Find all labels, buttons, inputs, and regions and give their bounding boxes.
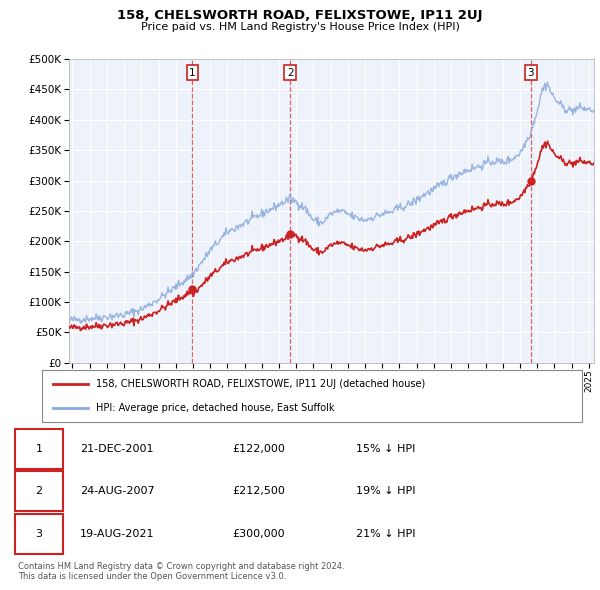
Text: 19-AUG-2021: 19-AUG-2021 [80, 529, 155, 539]
Text: £300,000: £300,000 [232, 529, 285, 539]
Text: 2: 2 [287, 68, 293, 78]
Text: 1: 1 [35, 444, 43, 454]
Text: 24-AUG-2007: 24-AUG-2007 [80, 486, 155, 496]
Text: Contains HM Land Registry data © Crown copyright and database right 2024.: Contains HM Land Registry data © Crown c… [18, 562, 344, 571]
Text: £212,500: £212,500 [232, 486, 285, 496]
Text: 3: 3 [527, 68, 534, 78]
Text: 21-DEC-2001: 21-DEC-2001 [80, 444, 154, 454]
Text: 2: 2 [35, 486, 43, 496]
Text: Price paid vs. HM Land Registry's House Price Index (HPI): Price paid vs. HM Land Registry's House … [140, 22, 460, 32]
Text: HPI: Average price, detached house, East Suffolk: HPI: Average price, detached house, East… [96, 403, 335, 413]
Text: 3: 3 [35, 529, 43, 539]
Text: 158, CHELSWORTH ROAD, FELIXSTOWE, IP11 2UJ (detached house): 158, CHELSWORTH ROAD, FELIXSTOWE, IP11 2… [96, 379, 425, 389]
FancyBboxPatch shape [15, 471, 63, 511]
FancyBboxPatch shape [42, 370, 582, 422]
Text: £122,000: £122,000 [232, 444, 285, 454]
Text: This data is licensed under the Open Government Licence v3.0.: This data is licensed under the Open Gov… [18, 572, 286, 581]
Text: 1: 1 [189, 68, 196, 78]
Text: 21% ↓ HPI: 21% ↓ HPI [356, 529, 416, 539]
Text: 19% ↓ HPI: 19% ↓ HPI [356, 486, 416, 496]
FancyBboxPatch shape [15, 429, 63, 468]
FancyBboxPatch shape [15, 514, 63, 553]
Text: 158, CHELSWORTH ROAD, FELIXSTOWE, IP11 2UJ: 158, CHELSWORTH ROAD, FELIXSTOWE, IP11 2… [117, 9, 483, 22]
Text: 15% ↓ HPI: 15% ↓ HPI [356, 444, 416, 454]
